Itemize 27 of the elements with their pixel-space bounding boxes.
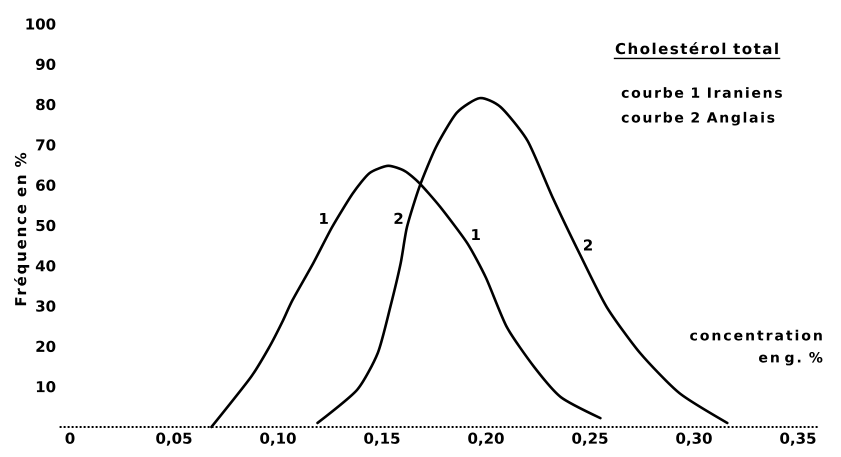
- y-tick-label: 90: [36, 58, 56, 70]
- annotation: 1: [472, 229, 480, 240]
- x-tick-label: 0,10: [260, 432, 296, 446]
- y-axis-title: Fréquence en %: [14, 152, 30, 306]
- y-tick-label: 10: [36, 381, 56, 392]
- x-tick-label: 0,15: [364, 432, 400, 446]
- y-tick-label: 40: [36, 260, 56, 272]
- x-axis-title: concentration en g. %: [690, 330, 822, 366]
- x-tick-label: 0,25: [572, 432, 608, 446]
- annotation: 2: [394, 212, 402, 224]
- annotation: courbe 1 Iraniens: [622, 87, 782, 98]
- y-tick-label: 100: [26, 18, 56, 30]
- annotation: 2: [584, 239, 592, 250]
- annotation: 1: [320, 212, 328, 224]
- text: Cholestérol total: [616, 42, 778, 54]
- x-tick-label: 0,05: [156, 432, 192, 446]
- y-tick-label: 70: [36, 139, 56, 151]
- x-tick-label: 0: [66, 432, 74, 444]
- x-tick-label: 0,35: [780, 432, 816, 446]
- y-tick-label: 60: [36, 180, 56, 191]
- y-tick-label: 20: [36, 340, 56, 352]
- annotation: courbe 2 Anglais: [622, 112, 774, 126]
- y-tick-label: 50: [36, 220, 56, 232]
- y-tick-label: 30: [36, 300, 56, 312]
- x-tick-label: 0,20: [468, 432, 504, 446]
- x-tick-label: 0,30: [676, 432, 712, 446]
- y-tick-label: 80: [36, 98, 56, 110]
